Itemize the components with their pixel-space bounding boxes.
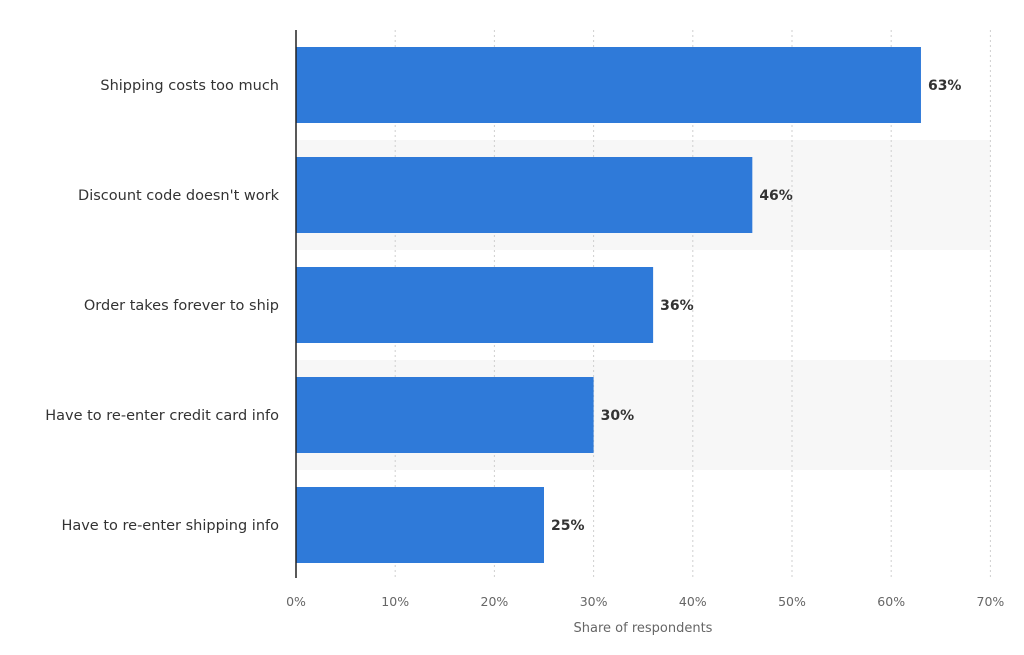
bar <box>296 157 753 233</box>
value-label: 36% <box>660 298 694 314</box>
x-tick-label: 0% <box>286 594 306 609</box>
category-label: Have to re-enter shipping info <box>61 518 279 534</box>
bar <box>296 267 654 343</box>
bars <box>296 47 921 563</box>
category-label: Shipping costs too much <box>100 78 279 94</box>
x-tick-label: 30% <box>580 594 608 609</box>
category-label: Discount code doesn't work <box>78 188 280 204</box>
bar <box>296 487 544 563</box>
category-label: Have to re-enter credit card info <box>45 408 279 424</box>
value-label: 63% <box>928 78 962 94</box>
category-label: Order takes forever to ship <box>84 298 279 314</box>
x-tick-label: 40% <box>679 594 707 609</box>
x-tick-label: 10% <box>381 594 409 609</box>
x-tick-label: 20% <box>481 594 509 609</box>
x-tick-label: 70% <box>977 594 1005 609</box>
value-label: 46% <box>759 188 793 204</box>
x-tick-labels: 0% 10% 20% 30% 40% 50% 60% 70% <box>286 594 1004 609</box>
x-axis-title: Share of respondents <box>574 621 713 636</box>
bar <box>296 377 594 453</box>
value-label: 25% <box>551 518 585 534</box>
x-tick-label: 60% <box>877 594 905 609</box>
value-label: 30% <box>601 408 635 424</box>
category-labels: Shipping costs too much Discount code doe… <box>45 78 279 534</box>
x-tick-label: 50% <box>778 594 806 609</box>
value-labels: 63% 46% 36% 30% 25% <box>551 78 961 534</box>
bar <box>296 47 921 123</box>
